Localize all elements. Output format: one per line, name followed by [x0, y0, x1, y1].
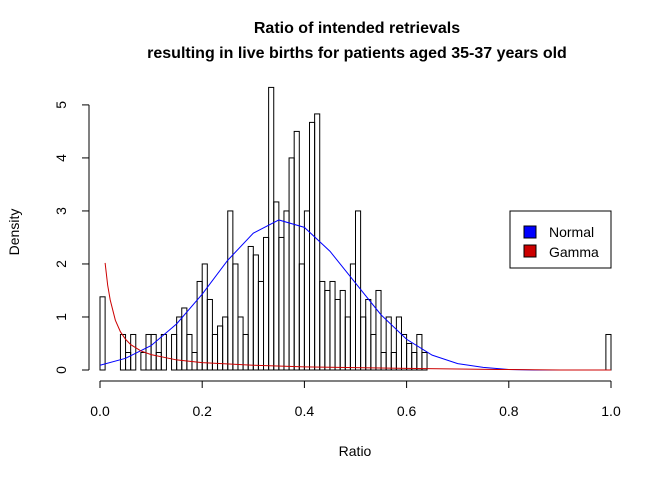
histogram-bar — [329, 280, 336, 371]
histogram-bar — [155, 352, 162, 371]
histogram-bar — [406, 342, 413, 371]
chart-title-line2: resulting in live births for patients ag… — [147, 45, 567, 62]
y-tick-label: 4 — [53, 154, 69, 162]
x-tick-label: 0.6 — [397, 403, 417, 419]
histogram-bar — [400, 333, 408, 371]
histogram-bar — [390, 352, 397, 371]
histogram-bar — [160, 333, 167, 371]
histogram-bar — [395, 316, 402, 371]
histogram-bar — [339, 289, 346, 371]
histogram-bar — [421, 352, 428, 371]
histogram-bar — [99, 296, 106, 371]
histogram-bar — [370, 333, 377, 371]
y-tick-label: 0 — [53, 366, 69, 374]
x-tick-label: 1.0 — [601, 403, 621, 419]
x-tick-label: 0.2 — [192, 403, 212, 419]
histogram-bar — [119, 333, 127, 371]
x-axis-label: Ratio — [339, 443, 372, 459]
histogram-bar — [206, 298, 213, 371]
histogram-bar — [273, 201, 280, 371]
y-tick-label: 1 — [53, 313, 69, 321]
histogram-bar — [186, 333, 193, 371]
histogram-bar — [605, 333, 612, 371]
histogram-bar — [355, 210, 362, 371]
histogram-bars — [99, 86, 612, 371]
histogram-bar — [247, 245, 254, 371]
y-axis-label: Density — [6, 209, 22, 256]
histogram-bar — [232, 263, 239, 371]
x-tick-label: 0.4 — [295, 403, 315, 419]
histogram-bar — [385, 316, 392, 371]
histogram-bar — [283, 210, 290, 371]
histogram-bar — [375, 289, 382, 371]
legend-swatch-gamma — [523, 244, 537, 258]
histogram-bar — [130, 333, 137, 371]
density-curves — [99, 219, 611, 371]
histogram-bar — [324, 289, 331, 371]
x-tick-label: 0.8 — [499, 403, 519, 419]
histogram-bar — [150, 333, 157, 371]
histogram-bar — [365, 298, 372, 371]
chart-title-line1: Ratio of intended retrievals — [254, 20, 460, 37]
histogram-bar — [411, 352, 418, 371]
y-tick-label: 3 — [53, 207, 69, 215]
histogram-bar — [176, 316, 183, 371]
legend: Normal Gamma — [509, 210, 612, 269]
y-tick-label: 5 — [53, 101, 69, 109]
histogram-bar — [380, 352, 387, 371]
histogram-bar — [252, 254, 259, 371]
histogram-bar — [334, 298, 341, 371]
legend-label-normal: Normal — [549, 224, 594, 240]
histogram-bar — [227, 210, 234, 371]
histogram-bar — [211, 333, 219, 371]
histogram-bar — [237, 316, 244, 371]
legend-label-gamma: Gamma — [549, 244, 599, 260]
histogram-bar — [344, 316, 351, 371]
x-axis: 0.0 0.2 0.4 0.6 0.8 1.0 — [90, 380, 621, 419]
histogram-bar — [257, 280, 265, 371]
histogram-bar — [319, 280, 326, 371]
histogram-bar — [288, 157, 295, 371]
x-tick-label: 0.0 — [90, 403, 110, 419]
histogram-bar — [278, 236, 285, 371]
histogram-bar — [416, 333, 423, 371]
legend-box — [509, 210, 612, 269]
histogram-bar — [360, 316, 367, 371]
histogram-bar — [293, 130, 300, 371]
histogram-bar — [201, 263, 208, 371]
histogram-bar — [298, 263, 305, 371]
y-axis: 0 1 2 3 4 5 — [53, 101, 90, 374]
histogram-bar — [222, 316, 229, 371]
histogram-bar — [309, 121, 316, 371]
histogram-bar — [303, 210, 311, 371]
histogram-bar — [171, 333, 178, 371]
histogram-bar — [145, 333, 152, 371]
curve-gamma — [104, 262, 611, 371]
histogram-bar — [140, 352, 147, 371]
histogram-bar — [125, 352, 132, 371]
histogram-bar — [268, 86, 275, 371]
y-tick-label: 2 — [53, 260, 69, 268]
histogram-bar — [314, 113, 321, 371]
legend-swatch-normal — [523, 225, 537, 239]
histogram-bar — [263, 236, 270, 371]
